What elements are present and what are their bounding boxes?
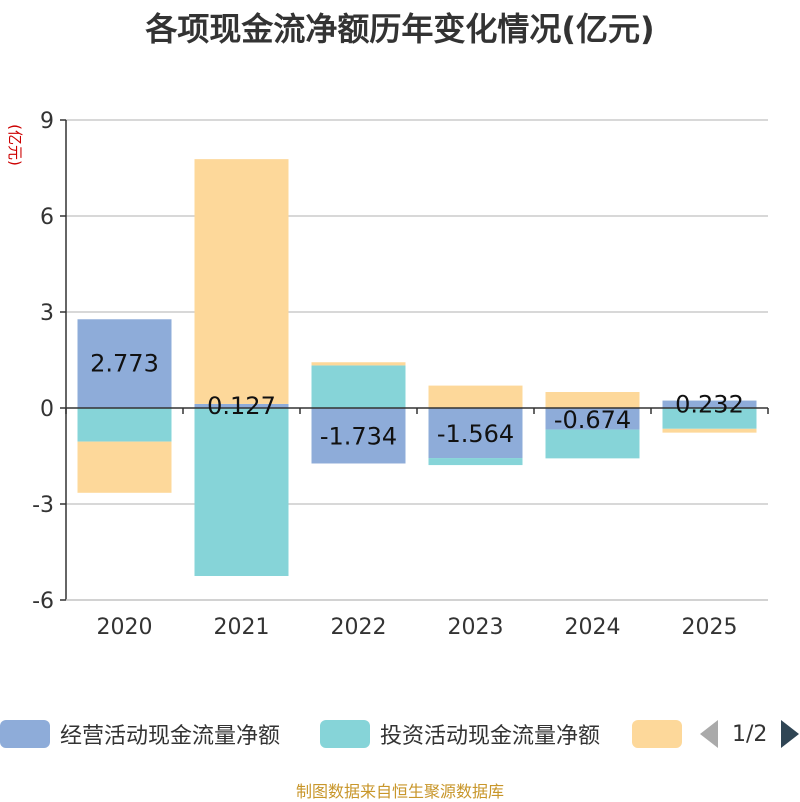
x-tick-label: 2025	[682, 615, 738, 640]
legend-item-operating[interactable]: 经营活动现金流量净额	[0, 716, 280, 752]
bar-operating-2024	[545, 408, 640, 430]
bar-financing-2020	[77, 441, 172, 493]
data-label: -1.734	[320, 423, 397, 451]
bar-investing-2023	[428, 458, 523, 466]
legend: 经营活动现金流量净额 投资活动现金流量净额 1/2	[0, 716, 800, 752]
data-label: -0.674	[554, 406, 631, 434]
y-tick-label: 9	[40, 109, 54, 134]
bar-investing-2025	[662, 408, 757, 429]
legend-label-operating: 经营活动现金流量净额	[60, 724, 281, 749]
y-tick-label: 3	[40, 301, 54, 326]
bar-financing-2023	[428, 385, 523, 408]
bar-operating-2023	[428, 408, 523, 459]
legend-pager: 1/2	[700, 716, 800, 752]
bar-financing-2021	[194, 159, 289, 404]
legend-item-financing[interactable]	[632, 716, 692, 752]
bar-operating-2025	[662, 400, 757, 408]
y-tick-label: 0	[40, 397, 54, 422]
bar-investing-2020	[77, 408, 172, 442]
bar-financing-2022	[311, 362, 406, 366]
data-source-note: 制图数据来自恒生聚源数据库	[295, 782, 504, 801]
bar-operating-2022	[311, 408, 406, 464]
chart-title: 各项现金流净额历年变化情况(亿元)	[145, 10, 655, 48]
bar-investing-2021	[194, 408, 289, 576]
bar-financing-2024	[545, 392, 640, 408]
legend-label-investing: 投资活动现金流量净额	[380, 724, 601, 749]
chart-canvas: (亿元) 9 6 3 0 -3 -6 2020 2021 2022 2023 2024 2025 2.77…	[6, 109, 769, 640]
pager-next-icon[interactable]	[781, 720, 800, 748]
bar-operating-2020	[77, 319, 172, 408]
legend-item-investing[interactable]: 投资活动现金流量净额	[320, 716, 600, 752]
pager-prev-icon[interactable]	[700, 720, 718, 748]
x-tick-label: 2021	[214, 615, 270, 640]
x-tick-label: 2022	[331, 615, 387, 640]
y-tick-label: -3	[32, 493, 54, 518]
y-tick-label: -6	[32, 589, 54, 614]
x-tick-label: 2024	[565, 615, 621, 640]
data-label: 2.773	[90, 350, 159, 378]
bar-financing-2025	[662, 428, 757, 433]
x-tick-label: 2023	[448, 615, 504, 640]
data-label: 0.232	[675, 390, 744, 418]
data-label: -1.564	[437, 420, 514, 448]
data-label: 0.127	[207, 392, 276, 420]
legend-swatch-operating	[0, 720, 50, 748]
bar-operating-2021	[194, 403, 289, 408]
y-axis-unit-label: (亿元)	[6, 124, 24, 166]
pager-text: 1/2	[732, 721, 768, 747]
legend-swatch-financing	[632, 720, 682, 748]
bar-investing-2022	[311, 365, 406, 408]
y-tick-label: 6	[40, 205, 54, 230]
bar-investing-2024	[545, 429, 640, 459]
x-tick-label: 2020	[97, 615, 153, 640]
legend-swatch-investing	[320, 720, 370, 748]
